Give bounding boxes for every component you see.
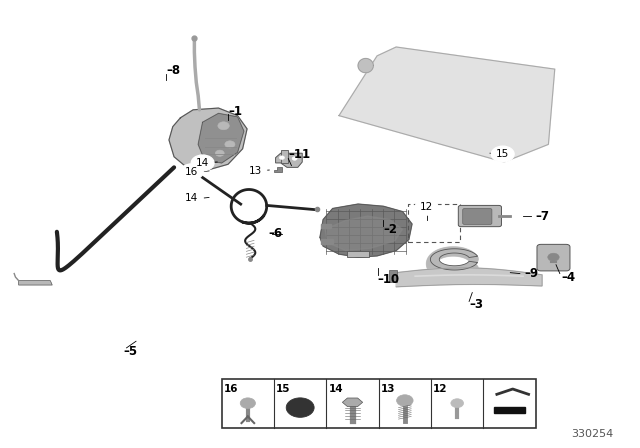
Circle shape: [451, 399, 463, 408]
Circle shape: [286, 398, 314, 418]
Bar: [321, 224, 331, 228]
Text: 12: 12: [420, 202, 433, 212]
Circle shape: [218, 122, 229, 130]
Polygon shape: [275, 168, 282, 172]
Circle shape: [280, 156, 284, 159]
Polygon shape: [325, 216, 403, 250]
Text: –8: –8: [166, 64, 180, 77]
Circle shape: [492, 146, 514, 162]
Text: 15: 15: [496, 149, 509, 159]
Polygon shape: [320, 204, 412, 257]
Circle shape: [180, 190, 204, 206]
Circle shape: [292, 157, 297, 160]
Circle shape: [244, 163, 267, 179]
Text: –2: –2: [383, 223, 397, 236]
FancyBboxPatch shape: [463, 208, 492, 224]
Bar: [321, 239, 333, 244]
Polygon shape: [281, 150, 288, 163]
Text: 14: 14: [196, 158, 209, 168]
Polygon shape: [342, 398, 363, 407]
Polygon shape: [348, 250, 369, 257]
Text: 330254: 330254: [572, 429, 614, 439]
Polygon shape: [190, 164, 195, 167]
Bar: [221, 379, 536, 428]
Text: 13: 13: [249, 166, 262, 176]
Text: –6: –6: [268, 227, 282, 240]
Polygon shape: [198, 113, 244, 163]
Text: –1: –1: [228, 105, 242, 118]
Text: –3: –3: [469, 298, 483, 311]
Text: –4: –4: [561, 271, 575, 284]
Circle shape: [215, 150, 224, 156]
FancyBboxPatch shape: [537, 244, 570, 271]
Polygon shape: [358, 59, 373, 73]
Bar: [493, 407, 525, 413]
Text: 15: 15: [276, 384, 291, 394]
Text: –10: –10: [378, 273, 400, 286]
Polygon shape: [276, 153, 302, 168]
Text: 16: 16: [224, 384, 238, 394]
Text: –5: –5: [124, 345, 138, 358]
Text: 12: 12: [433, 384, 448, 394]
Circle shape: [397, 395, 413, 406]
Text: –9: –9: [524, 267, 538, 280]
Circle shape: [191, 155, 214, 171]
Text: 14: 14: [328, 384, 343, 394]
Polygon shape: [396, 268, 542, 287]
Polygon shape: [339, 47, 555, 162]
Polygon shape: [388, 271, 397, 282]
Text: 14: 14: [185, 194, 198, 203]
Text: –7: –7: [536, 210, 550, 223]
Polygon shape: [19, 280, 52, 285]
Polygon shape: [169, 108, 247, 171]
Text: 13: 13: [381, 384, 396, 394]
Polygon shape: [431, 249, 477, 270]
Text: –11: –11: [288, 147, 310, 160]
Circle shape: [548, 253, 559, 261]
Text: 16: 16: [185, 167, 198, 177]
Circle shape: [415, 199, 438, 215]
Circle shape: [240, 398, 255, 409]
FancyBboxPatch shape: [458, 206, 502, 227]
Circle shape: [180, 164, 204, 180]
Circle shape: [225, 141, 235, 148]
